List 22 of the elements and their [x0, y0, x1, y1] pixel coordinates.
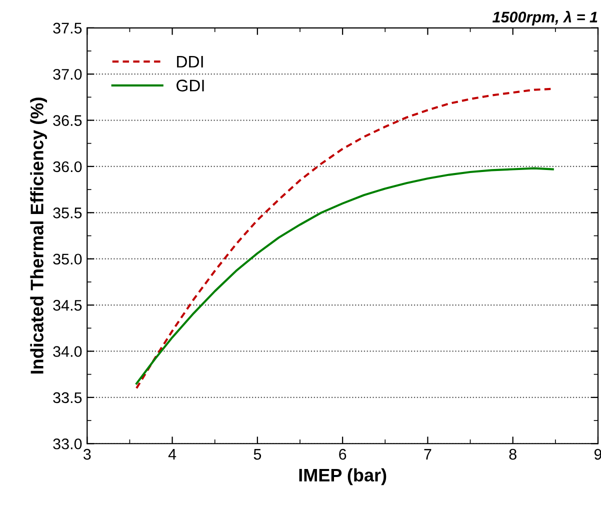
y-axis-title: Indicated Thermal Efficiency (%) [30, 98, 47, 374]
y-tick-label: 35.5 [53, 208, 82, 218]
y-tick-label: 34.0 [53, 346, 82, 357]
legend-label: GDI [176, 80, 204, 92]
x-tick-label: 3 [83, 448, 91, 460]
y-tick-label: 36.0 [53, 161, 82, 172]
x-tick-label: 7 [424, 449, 432, 460]
y-tick-label: 33.5 [53, 392, 82, 404]
line-series [135, 167, 554, 385]
x-tick-label: 6 [339, 448, 346, 460]
x-tick-label: 5 [254, 449, 262, 460]
chart-title: 1500rpm, λ = 1 [492, 10, 598, 26]
y-tick-label: 37.5 [53, 22, 82, 34]
legend-label: DDI [177, 56, 203, 68]
y-tick-label: 34.5 [53, 300, 82, 311]
y-tick-label: 36.5 [53, 115, 82, 126]
y-tick-label: 33.0 [53, 438, 82, 450]
x-tick-label: 8 [509, 448, 516, 460]
y-tick-label: 35.0 [53, 254, 82, 265]
x-tick-label: 4 [168, 449, 176, 460]
x-axis-title: IMEP (bar) [299, 468, 386, 486]
y-tick-label: 37.0 [53, 68, 82, 80]
